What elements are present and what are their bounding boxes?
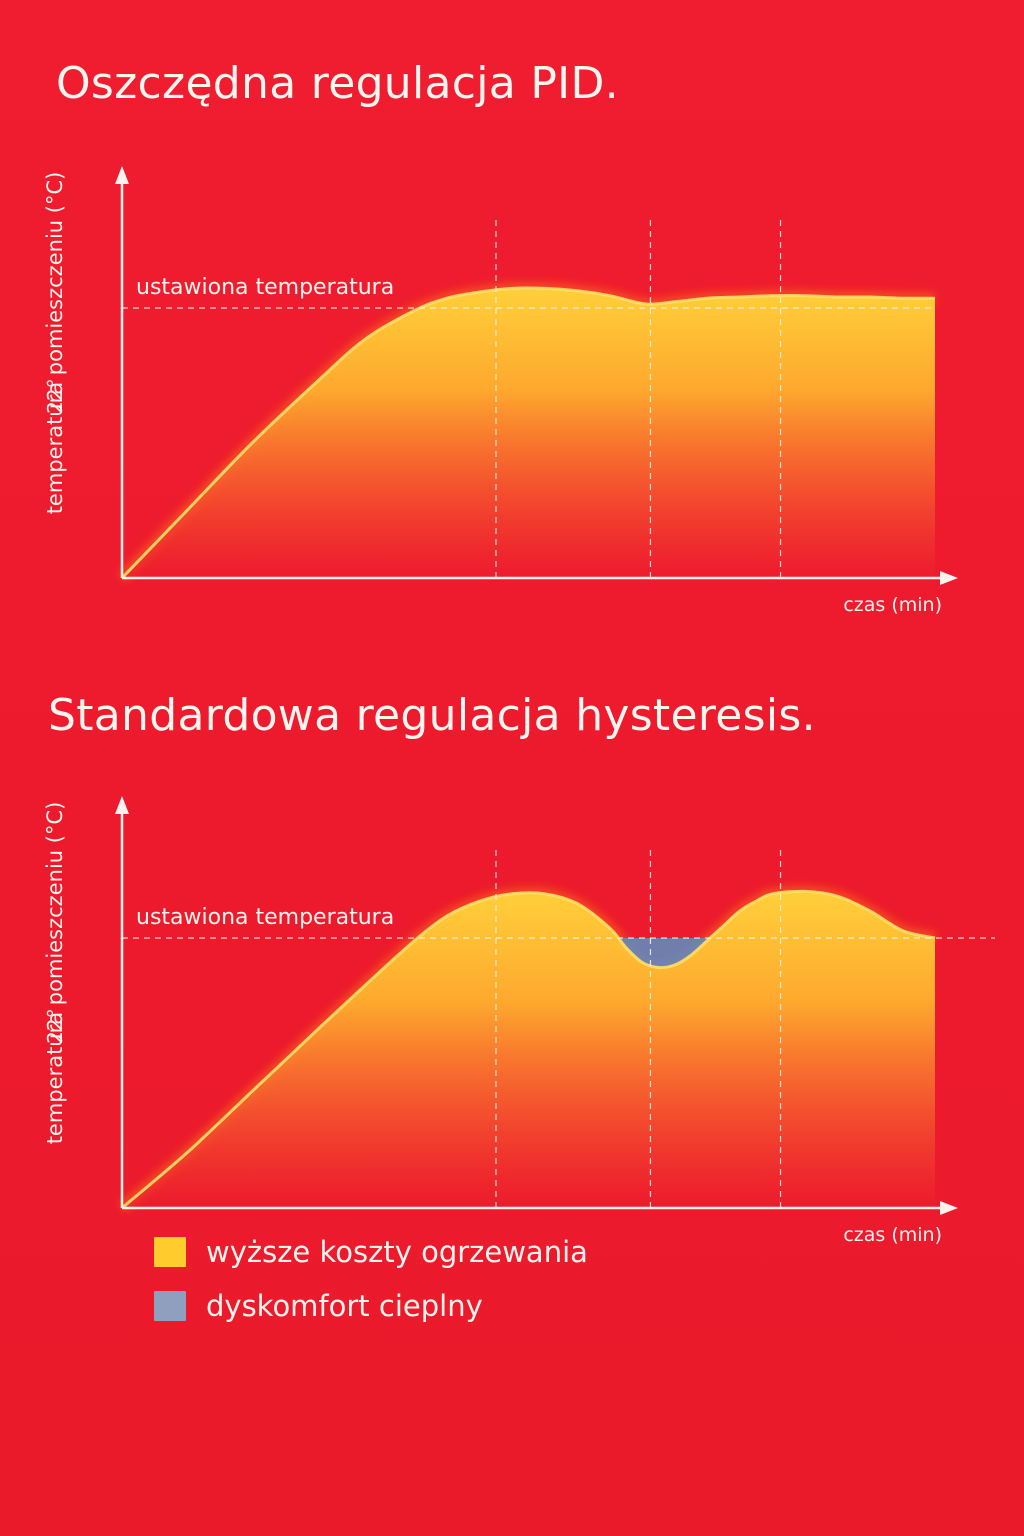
discomfort-area xyxy=(619,938,710,968)
legend-item-heating-costs: wyższe koszty ogrzewania xyxy=(154,1232,588,1272)
y-tick-label: 22° xyxy=(43,1008,67,1043)
legend-swatch-yellow xyxy=(154,1237,186,1267)
setpoint-label: ustawiona temperatura xyxy=(136,275,394,300)
y-axis-label: temperatura pomieszczeniu (°C) xyxy=(43,802,67,1145)
legend-label-heating-costs: wyższe koszty ogrzewania xyxy=(206,1235,588,1269)
x-axis-label: czas (min) xyxy=(843,1224,942,1246)
x-axis-label: czas (min) xyxy=(843,594,942,616)
y-axis-arrow xyxy=(115,796,129,814)
legend: wyższe koszty ogrzewania dyskomfort ciep… xyxy=(154,1232,588,1340)
temperature-curve xyxy=(121,889,936,1210)
x-axis-arrow xyxy=(940,571,958,585)
area-fill xyxy=(122,891,935,1208)
hysteresis-chart: ustawiona temperatura czas (min) temperatu… xyxy=(43,796,995,1246)
legend-label-discomfort: dyskomfort cieplny xyxy=(206,1289,483,1323)
setpoint-label: ustawiona temperatura xyxy=(136,905,394,930)
x-axis-arrow xyxy=(940,1201,958,1215)
pid-chart: ustawiona temperatura czas (min) temperatu… xyxy=(43,166,958,616)
y-axis-arrow xyxy=(115,166,129,184)
chart-title-hysteresis: Standardowa regulacja hysteresis. xyxy=(48,690,816,741)
temperature-curve xyxy=(120,286,936,580)
y-tick-label: 22° xyxy=(43,378,67,413)
area-fill xyxy=(122,288,935,578)
y-axis-label: temperatura pomieszczeniu (°C) xyxy=(43,172,67,515)
legend-swatch-blue xyxy=(154,1291,186,1321)
chart-title-pid: Oszczędna regulacja PID. xyxy=(56,58,619,109)
legend-item-discomfort: dyskomfort cieplny xyxy=(154,1286,588,1326)
